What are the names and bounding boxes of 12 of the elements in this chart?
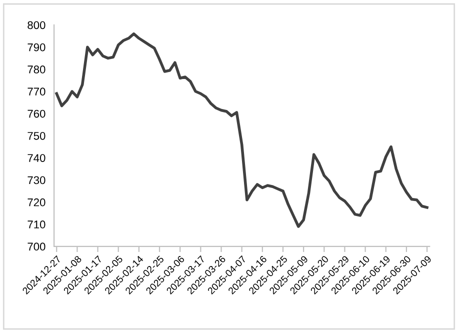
line-series [55,32,428,228]
y-tick-label: 770 [28,88,46,96]
y-tick-label: 750 [28,132,46,140]
y-tick-label: 790 [28,43,46,52]
y-tick-label: 720 [28,198,46,206]
y-tick-label: 800 [28,21,46,30]
y-tick-label: 730 [28,176,46,184]
y-tick-label: 710 [28,220,46,228]
y-tick-label: 780 [28,66,46,74]
y-tick-label: 740 [28,154,46,162]
y-tick-label: 760 [28,110,46,118]
y-tick-label: 700 [28,242,46,251]
